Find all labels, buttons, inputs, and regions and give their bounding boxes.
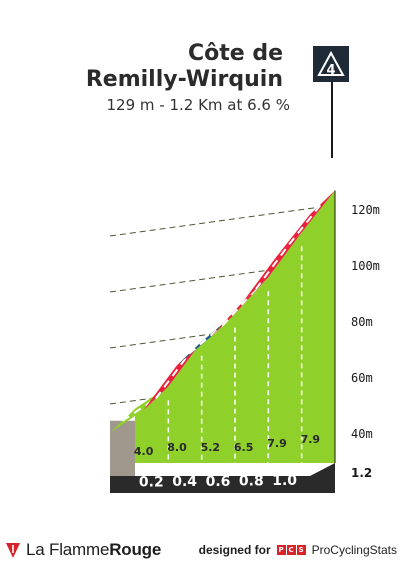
pcs-letter-c: C [286, 545, 296, 555]
road-centerline [155, 353, 190, 399]
road-centerline [188, 324, 224, 355]
credit-prefix: designed for [198, 543, 271, 557]
distance-band [110, 463, 335, 493]
road-centerline [255, 243, 290, 290]
flame-rouge-icon [6, 543, 20, 558]
road-side-face [110, 420, 135, 493]
credit-name[interactable]: ProCyclingStats [311, 543, 397, 557]
brand-suffix: Rouge [109, 540, 162, 559]
x-tick-label: 0.8 [239, 473, 264, 489]
brand-name: La FlammeRouge [26, 540, 161, 560]
y-tick-label: 120m [351, 203, 380, 217]
x-end-label: 1.2 [351, 466, 372, 480]
x-tick-label: 0.6 [206, 474, 231, 490]
road-layer [110, 190, 335, 433]
km-marker-lines [167, 190, 336, 465]
road-segment-5 [243, 232, 302, 302]
pcs-letter-p: P [276, 545, 286, 555]
profile-area [110, 190, 335, 493]
pcs-letter-s: S [296, 545, 306, 555]
climb-title-line-2: Remilly-Wirquin [86, 67, 283, 92]
road-segment-2 [143, 341, 202, 411]
x-tick-label: 0.4 [172, 474, 197, 490]
road-centerline [288, 201, 324, 246]
category-number: 4 [326, 63, 335, 78]
y-tick-label: 60m [351, 371, 373, 385]
gradient-label: 5.2 [201, 441, 221, 454]
climb-title-line-1: Côte de [188, 41, 283, 66]
gradient-label: 7.9 [267, 437, 287, 450]
x-tick-label: 1.0 [272, 473, 297, 489]
gradient-label: 7.9 [301, 433, 321, 446]
la-flamme-rouge-logo[interactable]: La FlammeRouge [6, 538, 161, 562]
credit: designed for P C S ProCyclingStats [199, 538, 397, 562]
grid-line-120 [109, 204, 336, 237]
grid-line-100 [109, 260, 336, 293]
gradient-label: 4.0 [134, 445, 154, 458]
road-segment-6 [276, 190, 335, 257]
gradient-label: 8.0 [167, 441, 187, 454]
label-layer: 40m 60m 80m 100m 120m 4.0 8.0 5.2 6.5 7.9 7.9 0.2 0.… [134, 203, 380, 491]
brand-prefix: La Flamme [26, 540, 110, 559]
y-tick-label: 100m [351, 259, 380, 273]
climb-profile-chart: 40m 60m 80m 100m 120m 4.0 8.0 5.2 6.5 7.9 7.9 0.2 0.… [86, 41, 380, 493]
profile-fill [135, 190, 335, 463]
climb-subtitle: 129 m - 1.2 Km at 6.6 % [106, 96, 290, 114]
y-tick-label: 80m [351, 315, 373, 329]
mountain-icon [317, 50, 345, 76]
category-badge: 4 [313, 46, 349, 158]
footer: La FlammeRouge designed for P C S ProCyc… [0, 538, 405, 562]
y-tick-label: 40m [351, 427, 373, 441]
pcs-logo-icon: P C S [276, 545, 307, 555]
gradient-label: 6.5 [234, 441, 254, 454]
x-tick-label: 0.2 [139, 475, 164, 491]
